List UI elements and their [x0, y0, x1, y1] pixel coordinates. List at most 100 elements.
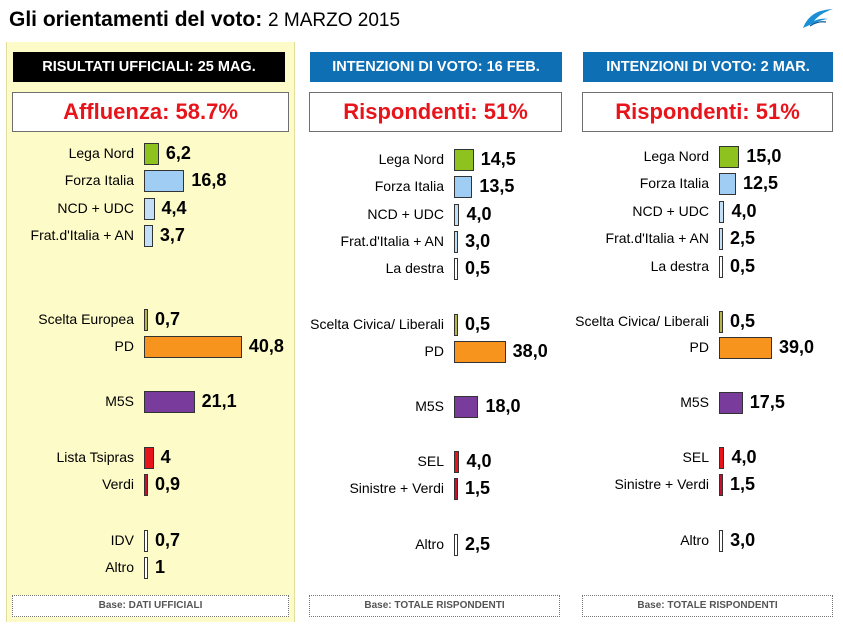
category-label-forza-italia: Forza Italia	[64, 172, 134, 188]
value-label-lista-tsipras: 4	[160, 447, 171, 467]
bar-pd	[719, 337, 773, 359]
respondents-stat: Rispondenti: 51%	[582, 92, 833, 132]
category-label-la-destra: La destra	[650, 258, 709, 274]
value-label-sel: 4,0	[466, 451, 492, 471]
value-label-scelta-civica-liberali: 0,5	[730, 311, 756, 331]
category-label-frat-d-italia-an: Frat.d'Italia + AN	[30, 227, 134, 243]
panel-header: INTENZIONI DI VOTO: 2 MAR.	[583, 52, 833, 82]
bar-forza-italia	[454, 176, 473, 198]
category-label-idv: IDV	[110, 532, 134, 548]
value-label-la-destra: 0,5	[465, 258, 491, 278]
category-label-sel: SEL	[417, 453, 444, 469]
value-label-verdi: 0,9	[155, 474, 181, 494]
bar-scelta-europea	[144, 309, 148, 331]
value-label-ncd-udc: 4,0	[731, 201, 757, 221]
logo-icon	[803, 9, 833, 28]
panel-intentions-feb: INTENZIONI DI VOTO: 16 FEB. Rispondenti:…	[304, 42, 564, 622]
bar-forza-italia	[719, 173, 736, 195]
value-label-altro: 3,0	[730, 530, 756, 550]
value-label-scelta-civica-liberali: 0,5	[465, 314, 491, 334]
bar-lega-nord	[144, 143, 159, 165]
value-label-la-destra: 0,5	[730, 256, 756, 276]
chart-rows: Lega Nord 15,0 Forza Italia 12,5 NCD + UDC 4,…	[575, 42, 835, 622]
category-label-scelta-civica-liberali: Scelta Civica/ Liberali	[575, 313, 709, 329]
category-label-altro: Altro	[415, 536, 444, 552]
value-label-ncd-udc: 4,4	[161, 198, 187, 218]
bar-ncd-udc	[144, 198, 155, 220]
value-label-frat-d-italia-an: 3,7	[159, 225, 185, 245]
category-label-ncd-udc: NCD + UDC	[57, 200, 134, 216]
bar-altro	[719, 530, 724, 552]
category-label-la-destra: La destra	[385, 260, 444, 276]
bar-sinistre-verdi	[454, 478, 458, 500]
value-label-lega-nord: 14,5	[480, 149, 516, 169]
category-label-frat-d-italia-an: Frat.d'Italia + AN	[340, 233, 444, 249]
bar-m5s	[719, 392, 743, 414]
value-label-lega-nord: 6,2	[165, 143, 191, 163]
bar-sel	[454, 451, 460, 473]
respondents-stat: Rispondenti: 51%	[309, 92, 562, 132]
base-note: Base: TOTALE RISPONDENTI	[582, 595, 833, 617]
panel-header: INTENZIONI DI VOTO: 16 FEB.	[310, 52, 562, 82]
bar-ncd-udc	[719, 201, 725, 223]
bar-la-destra	[719, 256, 723, 278]
bar-forza-italia	[144, 170, 185, 192]
value-label-pd: 39,0	[779, 337, 815, 357]
category-label-forza-italia: Forza Italia	[374, 178, 444, 194]
category-label-m5s: M5S	[415, 398, 444, 414]
title-date: 2 MARZO 2015	[268, 10, 401, 31]
base-note: Base: DATI UFFICIALI	[12, 595, 289, 617]
bar-sinistre-verdi	[719, 474, 723, 496]
title-text: Gli orientamenti del voto:	[9, 8, 263, 31]
category-label-m5s: M5S	[105, 393, 134, 409]
value-label-frat-d-italia-an: 2,5	[730, 228, 756, 248]
value-label-sel: 4,0	[731, 447, 757, 467]
bar-la-destra	[454, 258, 458, 280]
category-label-scelta-civica-liberali: Scelta Civica/ Liberali	[310, 316, 444, 332]
value-label-altro: 1	[155, 557, 166, 577]
category-label-verdi: Verdi	[102, 476, 134, 492]
bar-lega-nord	[454, 149, 474, 171]
value-label-pd: 40,8	[248, 336, 284, 356]
category-label-ncd-udc: NCD + UDC	[632, 203, 709, 219]
bar-verdi	[144, 474, 148, 496]
page-title: Gli orientamenti del voto: 2 MARZO 2015	[9, 8, 400, 32]
value-label-lega-nord: 15,0	[746, 146, 782, 166]
bar-altro	[454, 534, 458, 556]
category-label-lista-tsipras: Lista Tsipras	[56, 449, 134, 465]
value-label-frat-d-italia-an: 3,0	[465, 231, 491, 251]
panel-official-results: RISULTATI UFFICIALI: 25 MAG. Affluenza: …	[6, 42, 295, 622]
value-label-altro: 2,5	[465, 534, 491, 554]
category-label-m5s: M5S	[680, 394, 709, 410]
bar-m5s	[454, 396, 479, 418]
category-label-sinistre-verdi: Sinistre + Verdi	[614, 476, 709, 492]
bar-ncd-udc	[454, 204, 460, 226]
category-label-ncd-udc: NCD + UDC	[367, 206, 444, 222]
category-label-frat-d-italia-an: Frat.d'Italia + AN	[605, 230, 709, 246]
value-label-m5s: 18,0	[485, 396, 521, 416]
value-label-ncd-udc: 4,0	[466, 204, 492, 224]
category-label-altro: Altro	[680, 532, 709, 548]
bar-frat-d-italia-an	[454, 231, 459, 253]
value-label-m5s: 17,5	[749, 392, 785, 412]
category-label-lega-nord: Lega Nord	[378, 151, 444, 167]
bar-frat-d-italia-an	[719, 228, 723, 250]
bar-sel	[719, 447, 725, 469]
value-label-pd: 38,0	[512, 341, 548, 361]
category-label-pd: PD	[114, 338, 134, 354]
base-note: Base: TOTALE RISPONDENTI	[309, 595, 560, 617]
value-label-forza-italia: 16,8	[191, 170, 227, 190]
category-label-pd: PD	[689, 339, 709, 355]
value-label-idv: 0,7	[155, 530, 181, 550]
category-label-scelta-europea: Scelta Europea	[38, 311, 134, 327]
value-label-forza-italia: 13,5	[479, 176, 515, 196]
category-label-lega-nord: Lega Nord	[68, 145, 134, 161]
category-label-pd: PD	[424, 343, 444, 359]
value-label-sinistre-verdi: 1,5	[465, 478, 491, 498]
value-label-sinistre-verdi: 1,5	[730, 474, 756, 494]
bar-m5s	[144, 391, 195, 413]
category-label-sinistre-verdi: Sinistre + Verdi	[349, 480, 444, 496]
bar-pd	[144, 336, 242, 358]
bar-scelta-civica-liberali	[454, 314, 458, 336]
bar-idv	[144, 530, 148, 552]
